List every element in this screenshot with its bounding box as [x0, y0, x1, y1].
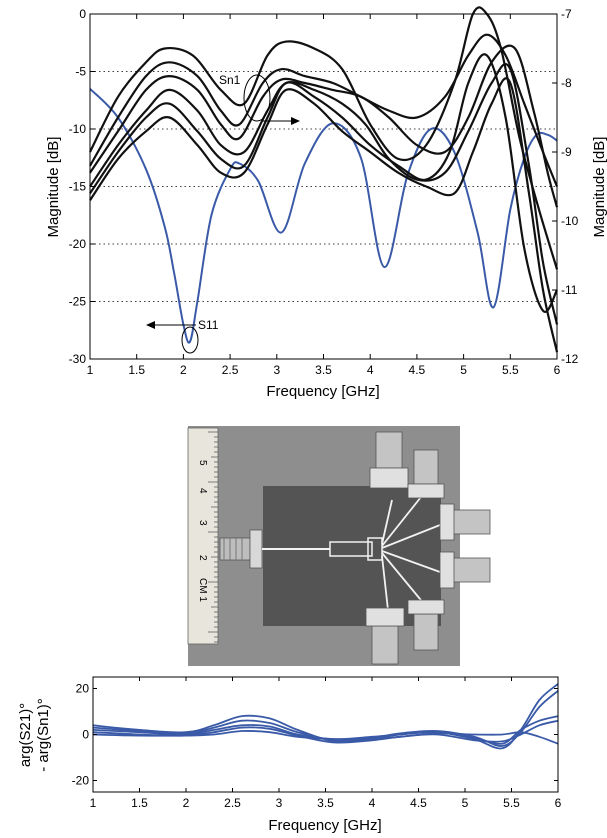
output-connector-4 — [439, 551, 491, 589]
magnitude-x-tick-label: 4 — [367, 363, 374, 377]
magnitude-x-tick-label: 5.5 — [502, 363, 519, 377]
magnitude-x-tick-label: 4.5 — [409, 363, 426, 377]
magnitude-x-tick-label: 2 — [180, 363, 187, 377]
output-connector-5 — [407, 599, 445, 651]
sn1-line-2 — [89, 33, 559, 187]
ruler-label-2: 2 — [197, 555, 208, 561]
phase-y-tick-label: -20 — [72, 774, 90, 788]
s11-arrow-head — [146, 321, 155, 329]
phase-y-tick-label: 0 — [82, 728, 89, 742]
phase-series — [92, 683, 559, 750]
input-connector — [219, 529, 263, 569]
phase-x-tick-label: 2 — [183, 796, 190, 810]
device-photo: 5 4 3 2 CM 1 — [187, 426, 491, 666]
ruler — [187, 427, 219, 645]
magnitude-right-y-tick-label: -9 — [561, 145, 572, 159]
phase-x-tick-label: 2.5 — [224, 796, 241, 810]
magnitude-right-y-tick-label: -7 — [561, 7, 572, 21]
phase-x-tick-label: 3 — [276, 796, 283, 810]
s11-label: S11 — [198, 318, 219, 332]
sn1-line-4 — [89, 62, 559, 325]
magnitude-series — [89, 6, 559, 353]
sn1-line-6 — [89, 77, 559, 353]
output-connector-3 — [439, 503, 491, 541]
s11-line — [89, 88, 558, 344]
phase-x-tick-label: 4 — [369, 796, 376, 810]
magnitude-right-y-axis-label: Magnitude [dB] — [591, 137, 607, 238]
phase-x-tick-label: 1.5 — [131, 796, 148, 810]
magnitude-x-tick-label: 3.5 — [315, 363, 332, 377]
ruler-ticks — [208, 431, 218, 643]
magnitude-left-y-axis-label: Magnitude [dB] — [45, 137, 62, 238]
magnitude-x-tick-label: 6 — [554, 363, 561, 377]
magnitude-right-y-tick-label: -11 — [561, 283, 578, 297]
output-connector-6 — [365, 607, 405, 665]
sn1-arrow-head — [291, 117, 300, 125]
magnitude-right-y-tick-label: -8 — [561, 76, 572, 90]
magnitude-right-y-tick-label: -10 — [561, 214, 579, 228]
magnitude-right-y-ticks: -7 -8 -9 -10 -11 -12 — [552, 7, 579, 366]
magnitude-x-tick-label: 5 — [460, 363, 467, 377]
phase-y-ticks: 20 0 -20 — [72, 682, 558, 788]
magnitude-right-y-tick-label: -12 — [561, 352, 579, 366]
magnitude-x-tick-label: 1.5 — [128, 363, 145, 377]
sn1-line-5 — [89, 53, 558, 314]
magnitude-chart: 1 1.5 2 2.5 3 3.5 4 4.5 5 5.5 6 0 -5 -10 -15 -20 -25 -30… — [45, 6, 607, 400]
phase-x-tick-label: 6 — [555, 796, 562, 810]
magnitude-left-y-tick-label: -20 — [69, 237, 87, 251]
phase-line-4 — [92, 730, 559, 745]
phase-y-axis-label-line-2: - arg(Sn1)° — [35, 698, 52, 772]
phase-x-tick-label: 4.5 — [410, 796, 427, 810]
magnitude-x-tick-label: 2.5 — [222, 363, 239, 377]
phase-y-tick-label: 20 — [76, 682, 90, 696]
ruler-label-4: 4 — [197, 488, 208, 494]
phase-x-tick-label: 1 — [90, 796, 97, 810]
ruler-label-5: 5 — [197, 460, 208, 466]
s11-circle-marker — [181, 326, 199, 354]
output-connector-2 — [407, 449, 445, 499]
microstrip-traces — [262, 491, 441, 611]
magnitude-x-tick-label: 3 — [273, 363, 280, 377]
output-connector-1 — [369, 431, 409, 489]
magnitude-left-y-ticks: 0 -5 -10 -15 -20 -25 -30 — [69, 7, 95, 366]
magnitude-x-axis-label: Frequency [GHz] — [266, 383, 379, 400]
phase-x-ticks: 1 1.5 2 2.5 3 3.5 4 4.5 5 5.5 6 — [90, 677, 562, 810]
phase-x-tick-label: 5 — [462, 796, 469, 810]
phase-x-axis-label: Frequency [GHz] — [268, 817, 381, 834]
phase-x-tick-label: 3.5 — [317, 796, 334, 810]
magnitude-x-ticks: 1 1.5 2 2.5 3 3.5 4 4.5 5 5.5 6 — [87, 14, 561, 377]
sn1-circle-marker — [243, 74, 271, 122]
sn1-label: Sn1 — [219, 73, 241, 87]
sn1-line-3 — [89, 44, 559, 208]
magnitude-left-y-tick-label: -15 — [69, 180, 87, 194]
phase-chart: 1 1.5 2 2.5 3 3.5 4 4.5 5 5.5 6 20 0 -20 Frequency [… — [17, 676, 562, 834]
magnitude-left-y-tick-label: -5 — [75, 65, 86, 79]
magnitude-left-y-tick-label: -25 — [69, 295, 87, 309]
ruler-label-3: 3 — [197, 520, 208, 526]
ruler-label-1: CM 1 — [197, 578, 208, 602]
magnitude-annotations: S11 Sn1 — [146, 73, 300, 354]
magnitude-left-y-tick-label: -10 — [69, 122, 87, 136]
phase-y-axis-label-line-1: arg(S21)° — [17, 703, 34, 767]
phase-x-tick-label: 5.5 — [503, 796, 520, 810]
magnitude-x-tick-label: 1 — [87, 363, 94, 377]
magnitude-left-y-tick-label: -30 — [69, 352, 87, 366]
magnitude-left-y-tick-label: 0 — [79, 7, 86, 21]
phase-line-3 — [92, 719, 559, 744]
